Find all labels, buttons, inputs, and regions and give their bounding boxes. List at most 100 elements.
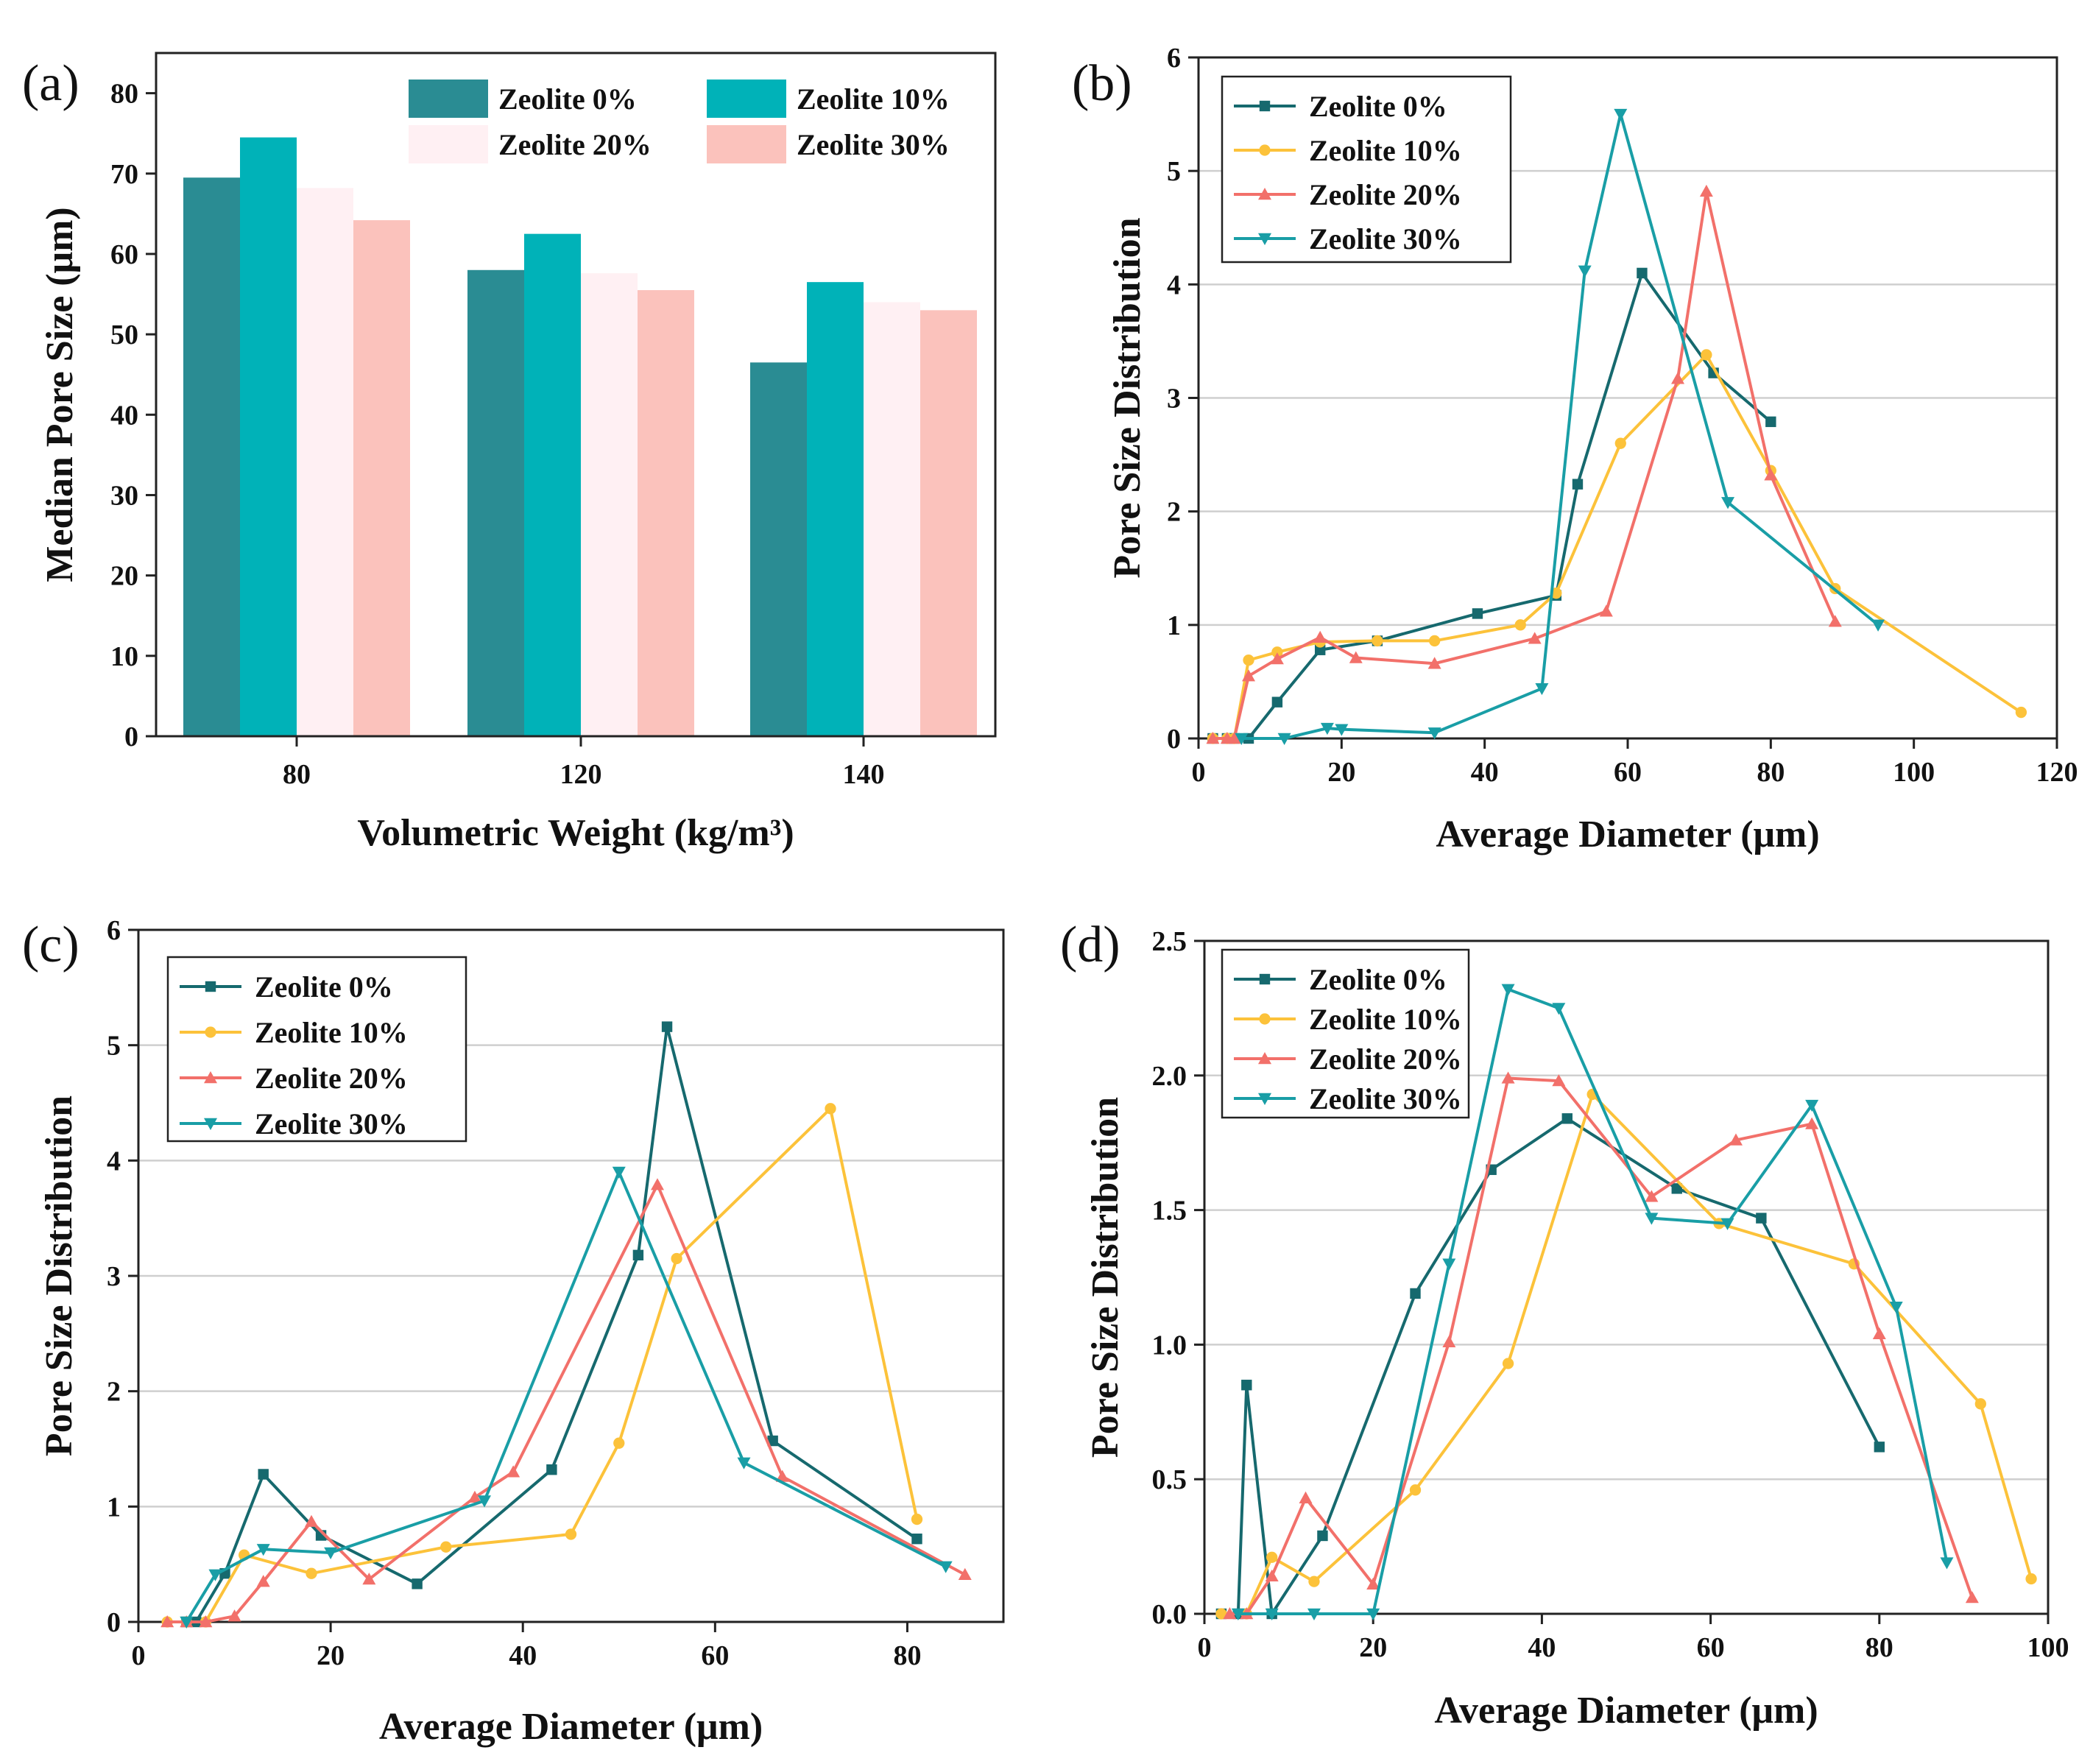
data-point-square — [1756, 1213, 1767, 1224]
data-point-circle — [1243, 654, 1254, 666]
legend-label: Zeolite 10% — [797, 82, 950, 116]
data-point-triangle-up — [227, 1609, 241, 1622]
data-point-circle — [2025, 1573, 2037, 1585]
series-line-zeolite-10- — [1221, 1093, 2033, 1615]
data-point-triangle-down — [1889, 1302, 1903, 1314]
data-point-triangle-up — [1258, 188, 1271, 200]
data-point-circle — [440, 1541, 452, 1553]
bar-zeolite-10--140 — [807, 282, 864, 736]
data-point-circle — [205, 1026, 216, 1038]
data-point-triangle-down — [1258, 233, 1271, 245]
series-line-zeolite-30- — [1238, 987, 1949, 1615]
data-point-circle — [1259, 144, 1271, 156]
legend-label: Zeolite 20% — [1309, 1042, 1462, 1076]
bar-zeolite-0--120 — [467, 269, 524, 736]
data-point-square — [258, 1469, 269, 1480]
y-tick-label: 2 — [107, 1377, 121, 1408]
x-tick-label: 40 — [1528, 1632, 1556, 1663]
x-tick-label: 80 — [283, 759, 311, 790]
legend-label: Zeolite 10% — [1309, 1003, 1462, 1036]
y-tick-label: 0 — [124, 722, 138, 752]
data-point-triangle-down — [180, 1616, 194, 1629]
data-point-circle — [1271, 646, 1283, 658]
data-point-triangle-up — [1313, 630, 1327, 643]
data-point-triangle-up — [256, 1575, 270, 1587]
data-point-triangle-up — [1442, 1335, 1456, 1347]
x-tick-label: 0 — [1198, 1632, 1212, 1663]
x-tick-label: 120 — [2036, 757, 2078, 788]
data-point-square — [661, 1021, 673, 1032]
data-point-triangle-up — [467, 1490, 481, 1503]
data-point-triangle-down — [939, 1561, 953, 1573]
y-tick-label: 1 — [1167, 610, 1181, 641]
data-point-circle — [565, 1528, 577, 1540]
data-point-triangle-up — [1552, 1074, 1566, 1087]
plot-frame — [1203, 939, 2050, 1615]
legend-label: Zeolite 0% — [498, 82, 637, 116]
y-tick-label: 2 — [1167, 497, 1181, 528]
bar-zeolite-30--80 — [353, 220, 410, 737]
x-tick-label: 100 — [1893, 757, 1935, 788]
data-point-square — [1874, 1442, 1885, 1453]
x-tick-label: 80 — [1757, 757, 1785, 788]
x-tick-label: 20 — [1327, 757, 1355, 788]
data-point-triangle-down — [1366, 1608, 1380, 1620]
data-point-circle — [306, 1567, 317, 1579]
data-point-triangle-up — [1805, 1117, 1819, 1129]
panel-a-bar-chart: 0 10 20 30 40 50 60 70 80 80 120 140 Zeolite 0% Zeoli… — [22, 52, 997, 854]
legend-label: Zeolite 10% — [1309, 134, 1462, 167]
data-point-square — [1317, 1530, 1328, 1542]
y-axis-title: Pore Size Distribution — [38, 1096, 80, 1456]
data-point-triangle-down — [1535, 682, 1549, 696]
data-point-triangle-down — [1940, 1557, 1954, 1570]
data-point-triangle-down — [1871, 619, 1885, 632]
data-point-circle — [911, 1513, 923, 1525]
legend-swatch — [409, 80, 488, 118]
y-tick-label: 6 — [107, 915, 121, 946]
series-line-zeolite-20- — [1229, 1076, 1974, 1615]
x-tick-label: 20 — [317, 1640, 345, 1671]
x-tick-label: 20 — [1359, 1632, 1387, 1663]
legend-label: Zeolite 30% — [1309, 222, 1462, 255]
data-point-circle — [1308, 1576, 1320, 1587]
data-point-circle — [613, 1437, 625, 1449]
data-point-triangle-down — [1552, 1003, 1566, 1015]
data-point-triangle-down — [1721, 497, 1735, 509]
x-tick-label: 140 — [843, 759, 885, 790]
data-point-square — [546, 1464, 557, 1475]
bar-zeolite-10--120 — [524, 233, 581, 736]
data-point-circle — [1974, 1398, 1986, 1410]
y-tick-label: 80 — [110, 79, 138, 110]
y-tick-label: 0.0 — [1152, 1599, 1187, 1630]
data-point-circle — [1514, 619, 1526, 631]
bar-zeolite-10--80 — [240, 137, 297, 736]
data-point-triangle-up — [199, 1615, 213, 1628]
data-point-circle — [825, 1103, 836, 1115]
x-axis-title: Average Diameter (μm) — [1436, 814, 1819, 855]
data-point-square — [1472, 608, 1483, 619]
bar-zeolite-0--80 — [183, 177, 240, 737]
y-tick-label: 30 — [110, 480, 138, 511]
series-line-zeolite-10- — [167, 1107, 919, 1623]
y-axis-title: Pore Size Distribution — [1084, 1097, 1126, 1458]
legend-label: Zeolite 10% — [255, 1016, 408, 1049]
data-point-triangle-up — [1872, 1327, 1886, 1339]
data-point-triangle-up — [160, 1615, 174, 1628]
data-point-triangle-up — [1206, 732, 1220, 744]
data-point-square — [1637, 267, 1648, 279]
x-tick-label: 120 — [560, 759, 602, 790]
panel-d-line-chart: 0.0 0.5 1.0 1.5 2.0 2.5 0 20 40 60 80 100 Zeolite 0%… — [1060, 917, 2069, 1732]
x-tick-label: 80 — [893, 1640, 921, 1671]
legend-label: Zeolite 30% — [797, 128, 950, 161]
y-tick-label: 2.5 — [1152, 926, 1187, 957]
legend-swatch — [707, 80, 786, 118]
y-tick-label: 0 — [1167, 724, 1181, 755]
x-tick-label: 0 — [1192, 757, 1206, 788]
data-point-triangle-down — [1258, 1093, 1271, 1105]
data-point-triangle-down — [1231, 1608, 1245, 1620]
x-tick-label: 40 — [509, 1640, 537, 1671]
data-point-triangle-up — [775, 1470, 789, 1482]
data-point-triangle-down — [1307, 1608, 1321, 1620]
